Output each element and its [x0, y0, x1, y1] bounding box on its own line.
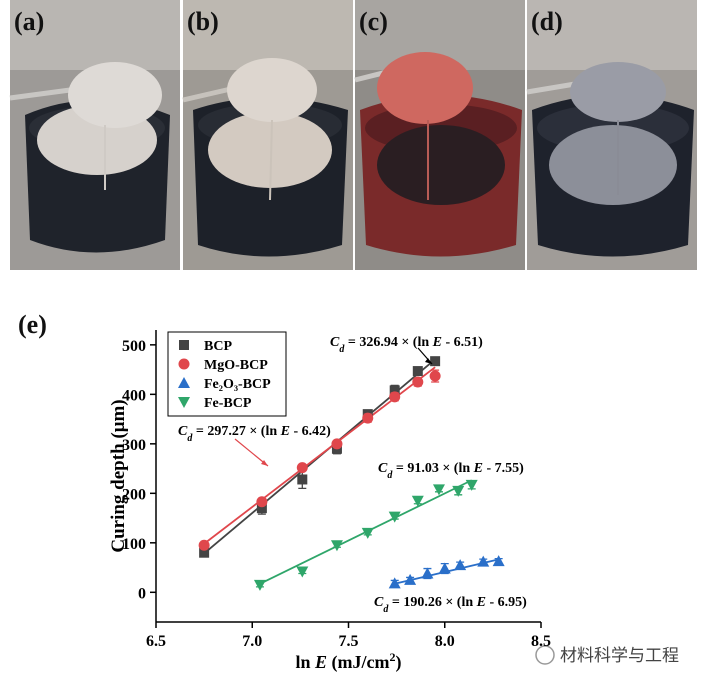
- x-axis-label-part: E: [314, 652, 327, 672]
- annotation-part: E: [432, 335, 442, 350]
- point: [465, 479, 478, 491]
- legend-label: Fe-BCP: [204, 396, 252, 411]
- point: [256, 503, 267, 514]
- panel-label: (b): [187, 7, 219, 36]
- x-tick-label: 8.0: [435, 633, 455, 650]
- annotation-part: C: [178, 424, 188, 439]
- legend-marker: [179, 340, 189, 350]
- point: [411, 495, 424, 507]
- legend-label: Fe₂O₃-BCP: [204, 377, 271, 392]
- point: [296, 566, 309, 578]
- annotation-part: - 7.55): [483, 461, 524, 476]
- legend-marker: [178, 377, 190, 388]
- point: [198, 539, 210, 551]
- panel-label: (c): [359, 7, 388, 36]
- x-axis-label-part: ln: [295, 652, 315, 672]
- y-tick-label: 400: [122, 387, 146, 404]
- panel-label: (a): [14, 7, 44, 36]
- x-axis-label-part: 2: [390, 650, 396, 664]
- x-tick-label: 6.5: [146, 633, 166, 650]
- point: [412, 376, 424, 388]
- watermark: 材料科学与工程: [535, 645, 679, 666]
- point: [388, 511, 401, 523]
- arrow-head: [425, 358, 432, 364]
- annotation: Cd = 190.26 × (ln E - 6.95): [374, 595, 527, 615]
- annotation-arrow: [234, 438, 269, 467]
- annotation-part: C: [330, 335, 340, 350]
- y-axis-label: Curing depth (μm): [108, 399, 129, 552]
- point: [421, 567, 434, 579]
- annotation-part: d: [187, 433, 193, 444]
- point: [389, 385, 400, 396]
- y-tick-label: 300: [122, 437, 146, 454]
- x-axis-label: ln E (mJ/cm2): [295, 650, 401, 673]
- x-tick-label: 7.0: [242, 633, 262, 650]
- y-tick-label: 0: [138, 585, 146, 602]
- point: [331, 438, 343, 450]
- annotation-part: - 6.51): [442, 335, 483, 350]
- y-tick-label: 100: [122, 536, 146, 553]
- legend-marker: [178, 397, 190, 408]
- x-axis-label-part: (mJ/cm: [327, 652, 389, 673]
- point: [404, 573, 417, 585]
- point: [429, 370, 441, 382]
- arrow-head: [261, 460, 268, 466]
- point: [253, 579, 266, 591]
- point: [438, 562, 451, 574]
- point: [388, 577, 401, 589]
- panel-label: (e): [18, 310, 47, 339]
- photo-a: (a): [9, 0, 180, 270]
- annotation-part: E: [280, 424, 290, 439]
- photo-b: (b): [182, 0, 353, 270]
- y-tick-label: 200: [122, 486, 146, 503]
- point: [256, 496, 268, 508]
- point: [361, 527, 374, 539]
- annotation-part: - 6.42): [290, 424, 331, 439]
- annotation-part: d: [387, 470, 393, 481]
- panel-label: (d): [531, 7, 563, 36]
- annotation-part: = 91.03 × (ln: [392, 461, 473, 476]
- annotation-part: - 6.95): [486, 595, 527, 610]
- annotation-part: C: [378, 461, 388, 476]
- x-axis-label-part: ): [396, 652, 402, 673]
- legend-label: BCP: [204, 339, 232, 354]
- annotation: Cd = 91.03 × (ln E - 7.55): [378, 461, 524, 481]
- point: [477, 555, 490, 567]
- annotation-part: d: [383, 604, 389, 615]
- point: [362, 412, 374, 424]
- photo-d: (d): [526, 0, 697, 270]
- photo-c: (c): [354, 0, 525, 270]
- annotation-part: = 326.94 × (ln: [344, 335, 432, 350]
- point: [297, 474, 308, 485]
- annotation-part: E: [473, 461, 483, 476]
- point: [492, 555, 505, 567]
- legend-marker: [178, 358, 190, 370]
- point: [432, 484, 445, 496]
- point: [199, 547, 210, 558]
- annotation-part: C: [374, 595, 384, 610]
- annotation-part: = 190.26 × (ln: [388, 595, 476, 610]
- annotation-part: E: [476, 595, 486, 610]
- y-tick-label: 500: [122, 338, 146, 355]
- point: [454, 559, 467, 571]
- point: [430, 356, 441, 367]
- annotation-part: d: [339, 344, 345, 355]
- point: [412, 366, 423, 377]
- x-tick-label: 8.5: [531, 633, 551, 650]
- point: [452, 485, 465, 497]
- annotation: Cd = 326.94 × (ln E - 6.51): [330, 335, 483, 355]
- point: [330, 540, 343, 552]
- annotation-part: = 297.27 × (ln: [192, 424, 280, 439]
- watermark-text: 材料科学与工程: [560, 646, 679, 666]
- point: [389, 391, 401, 403]
- legend-label: MgO-BCP: [204, 358, 268, 373]
- annotation: Cd = 297.27 × (ln E - 6.42): [178, 424, 331, 444]
- point: [296, 462, 308, 474]
- x-tick-label: 7.5: [339, 633, 359, 650]
